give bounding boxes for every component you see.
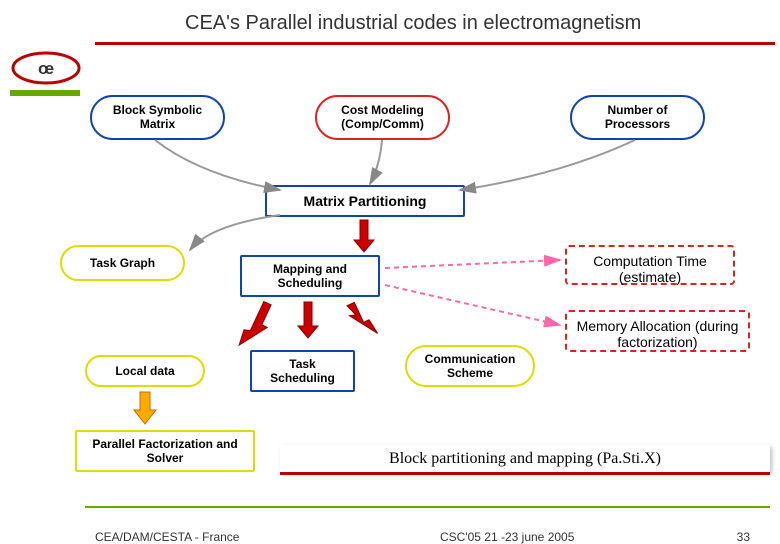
node-task-graph: Task Graph <box>60 245 185 281</box>
node-local-data: Local data <box>85 355 205 387</box>
footer-line <box>85 506 770 508</box>
cea-logo: œ <box>10 50 82 91</box>
footer-mid: CSC'05 21 -23 june 2005 <box>440 530 574 544</box>
node-cost-modeling: Cost Modeling (Comp/Comm) <box>315 95 450 140</box>
slide-title: CEA's Parallel industrial codes in elect… <box>185 12 641 35</box>
logo-bar <box>10 90 80 96</box>
node-mapping-scheduling: Mapping and Scheduling <box>240 255 380 297</box>
node-memory-allocation: Memory Allocation (during factorization) <box>565 310 750 352</box>
footer-page-number: 33 <box>737 530 750 544</box>
node-parallel-factorization: Parallel Factorization and Solver <box>75 430 255 472</box>
node-communication-scheme: Communication Scheme <box>405 345 535 387</box>
bottom-banner: Block partitioning and mapping (Pa.Sti.X… <box>280 445 770 475</box>
title-underline <box>95 42 775 45</box>
node-num-processors: Number of Processors <box>570 95 705 140</box>
footer-left: CEA/DAM/CESTA - France <box>95 530 239 544</box>
node-matrix-partitioning: Matrix Partitioning <box>265 185 465 217</box>
node-task-scheduling: Task Scheduling <box>250 350 355 392</box>
node-block-symbolic: Block Symbolic Matrix <box>90 95 225 140</box>
node-computation-time: Computation Time (estimate) <box>565 245 735 285</box>
svg-text:œ: œ <box>38 59 54 78</box>
